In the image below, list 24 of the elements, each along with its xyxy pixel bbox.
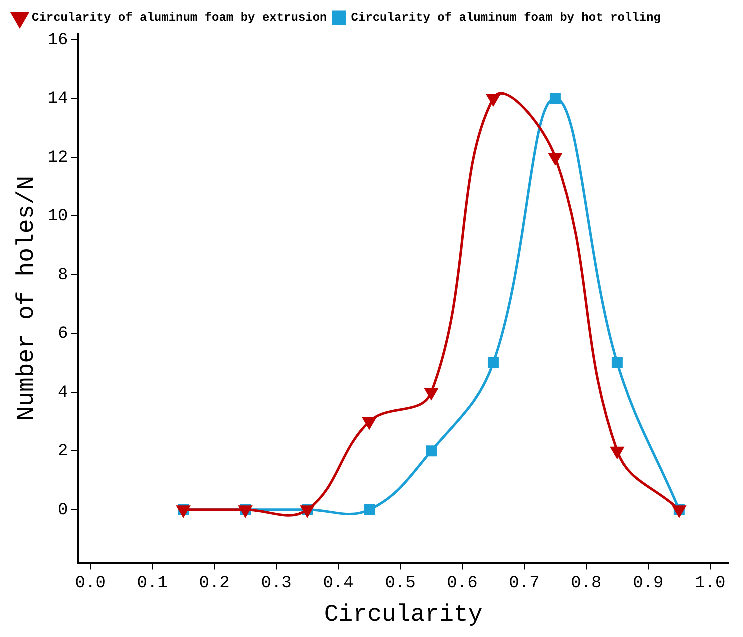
x-tick-label: 0.4 (323, 574, 354, 594)
x-tick-label: 0.2 (199, 574, 230, 594)
x-tick-label: 0.8 (571, 574, 602, 594)
y-tick-label: 2 (58, 442, 68, 462)
y-tick-label: 8 (58, 266, 68, 286)
y-tick-label: 10 (48, 208, 68, 227)
x-tick-label: 1.0 (695, 574, 726, 594)
x-tick-label: 0.3 (261, 574, 292, 594)
x-tick-label: 0.6 (447, 574, 478, 594)
x-tick-label: 0.9 (633, 574, 664, 594)
x-tick-label: 0.1 (137, 574, 168, 594)
y-tick-label: 0 (58, 501, 68, 520)
x-axis-title: Circularity (324, 602, 483, 629)
y-tick-label: 14 (48, 90, 68, 110)
legend-label: Circularity of aluminum foam by extrusion (32, 11, 328, 26)
x-tick-label: 0.0 (75, 574, 106, 594)
y-tick-label: 6 (58, 325, 68, 344)
y-tick-label: 12 (48, 148, 68, 168)
y-tick-label: 4 (58, 384, 68, 403)
legend-label: Circularity of aluminum foam by hot rolling (351, 11, 661, 26)
y-tick-label: 16 (48, 31, 68, 50)
x-tick-label: 0.5 (385, 574, 416, 594)
x-tick-label: 0.7 (509, 574, 540, 594)
y-axis-title: Number of holes/N (14, 176, 41, 421)
